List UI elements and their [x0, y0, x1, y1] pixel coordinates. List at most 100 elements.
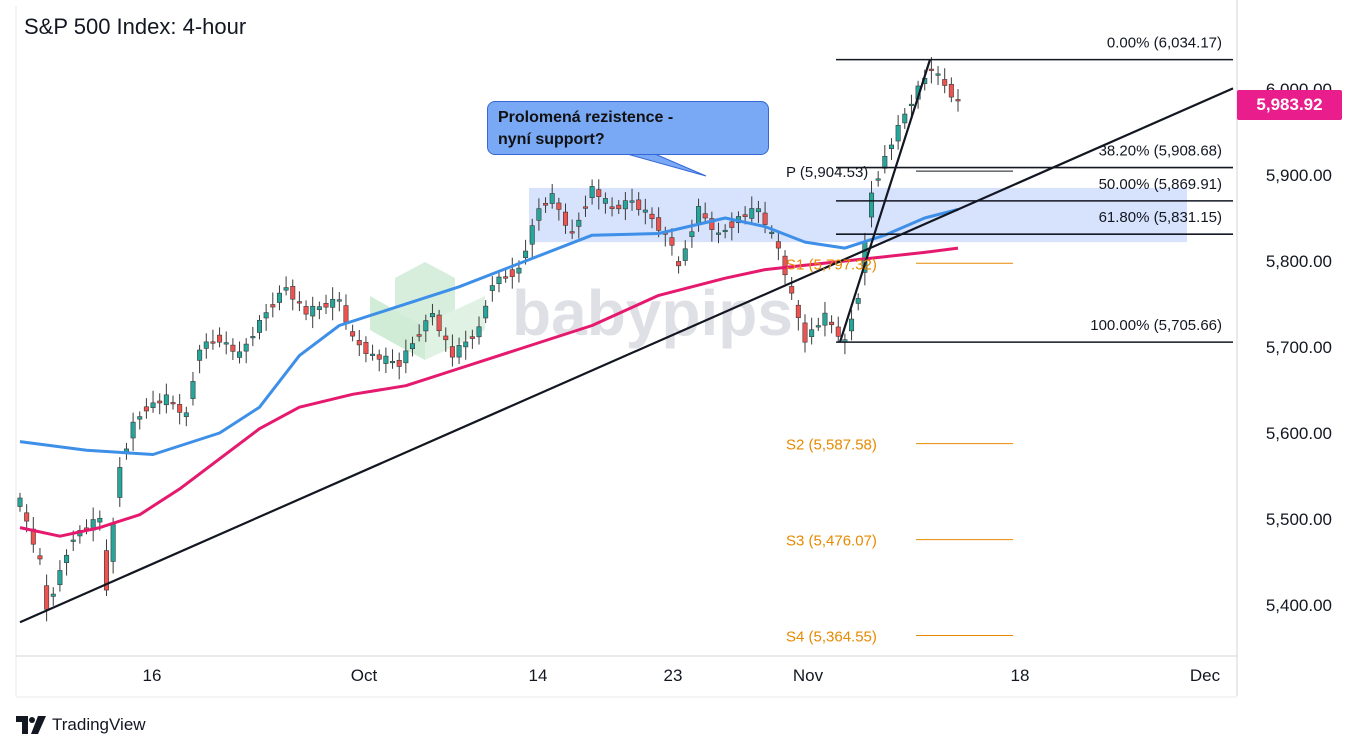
- candle-body: [589, 186, 595, 198]
- callout-pointer: [626, 153, 707, 177]
- candle: [855, 293, 861, 311]
- candle: [90, 507, 96, 542]
- candle-body: [310, 305, 316, 317]
- candle-body: [416, 334, 422, 337]
- candle: [117, 457, 123, 507]
- candle-body: [516, 267, 522, 274]
- candle: [316, 301, 322, 320]
- candle-body: [636, 199, 642, 210]
- candle: [882, 145, 888, 174]
- candle-body: [157, 400, 163, 404]
- candle: [409, 336, 415, 357]
- candle-body: [596, 189, 602, 197]
- candle: [390, 349, 396, 369]
- candle-body: [17, 497, 23, 507]
- candle-body: [70, 539, 76, 542]
- candle: [276, 285, 282, 311]
- candle-body: [263, 312, 269, 319]
- candle-body: [815, 325, 821, 328]
- candle-body: [197, 349, 203, 361]
- candle-body: [64, 554, 70, 563]
- candle-body: [483, 305, 489, 319]
- candle: [902, 108, 908, 129]
- candle-body: [203, 341, 209, 349]
- annotation-callout: Prolomená rezistence - nyní support?: [487, 101, 769, 155]
- candle: [829, 315, 835, 334]
- candle: [669, 228, 675, 256]
- candle: [296, 291, 302, 312]
- trendline: [19, 87, 1234, 624]
- candle-body: [429, 313, 435, 318]
- candle: [330, 287, 336, 321]
- candle: [702, 202, 708, 225]
- candle-body: [423, 320, 429, 332]
- candle-body: [829, 321, 835, 326]
- x-tick-label: 18: [1011, 666, 1030, 685]
- fib-level-label: 38.20% (5,908.68): [1099, 143, 1222, 160]
- candle: [37, 548, 43, 565]
- candle: [476, 316, 482, 345]
- candle: [888, 138, 894, 160]
- candle-body: [795, 304, 801, 318]
- candle: [50, 587, 56, 606]
- candle-body: [742, 214, 748, 217]
- candle: [423, 314, 429, 343]
- candle: [489, 276, 495, 302]
- candle-body: [769, 231, 775, 234]
- candle: [356, 330, 362, 357]
- candle-body: [456, 345, 462, 358]
- candle-body: [463, 341, 469, 348]
- candle: [416, 324, 422, 342]
- fib-level-label: 100.00% (5,705.66): [1090, 317, 1222, 334]
- candle: [143, 398, 149, 419]
- candle-body: [882, 155, 888, 169]
- x-tick-label: Nov: [793, 666, 824, 685]
- candle: [217, 327, 223, 348]
- candle-body: [602, 198, 608, 204]
- candle: [503, 268, 509, 283]
- candle: [157, 393, 163, 415]
- candle-body: [809, 329, 815, 338]
- callout-line-2: nyní support?: [498, 131, 605, 148]
- y-tick-label: 5,500.00: [1266, 510, 1332, 529]
- candle: [197, 344, 203, 374]
- candle-body: [290, 286, 296, 300]
- candle: [908, 94, 914, 118]
- candle: [436, 309, 442, 337]
- candle-body: [888, 144, 894, 150]
- candle-body: [942, 79, 948, 86]
- candle: [935, 66, 941, 85]
- y-tick-label: 5,900.00: [1266, 166, 1332, 185]
- candle: [716, 222, 722, 244]
- candle-body: [336, 299, 342, 302]
- candle: [190, 371, 196, 406]
- candle-body: [802, 322, 808, 343]
- candle-body: [702, 213, 708, 219]
- candle-body: [503, 276, 509, 279]
- candle: [17, 492, 23, 512]
- candle-body: [383, 355, 389, 364]
- candle-body: [523, 250, 529, 258]
- candle: [256, 315, 262, 340]
- candle: [449, 334, 455, 367]
- candle-body: [869, 192, 875, 218]
- candle: [849, 309, 855, 341]
- candle-body: [649, 213, 655, 220]
- candle-body: [256, 320, 262, 333]
- x-tick-label: 16: [143, 666, 162, 685]
- candle: [569, 219, 575, 239]
- candle: [230, 338, 236, 360]
- candle-body: [642, 209, 648, 213]
- candle-body: [609, 206, 615, 209]
- candle: [549, 184, 555, 209]
- candle-body: [563, 211, 569, 226]
- candle-body: [363, 341, 369, 354]
- brand-name: TradingView: [52, 715, 146, 734]
- candle-body: [762, 212, 768, 225]
- candle: [170, 395, 176, 410]
- footer-brand[interactable]: TradingView: [16, 712, 146, 738]
- candle-body: [230, 344, 236, 352]
- candle: [44, 574, 50, 622]
- candle: [403, 339, 409, 374]
